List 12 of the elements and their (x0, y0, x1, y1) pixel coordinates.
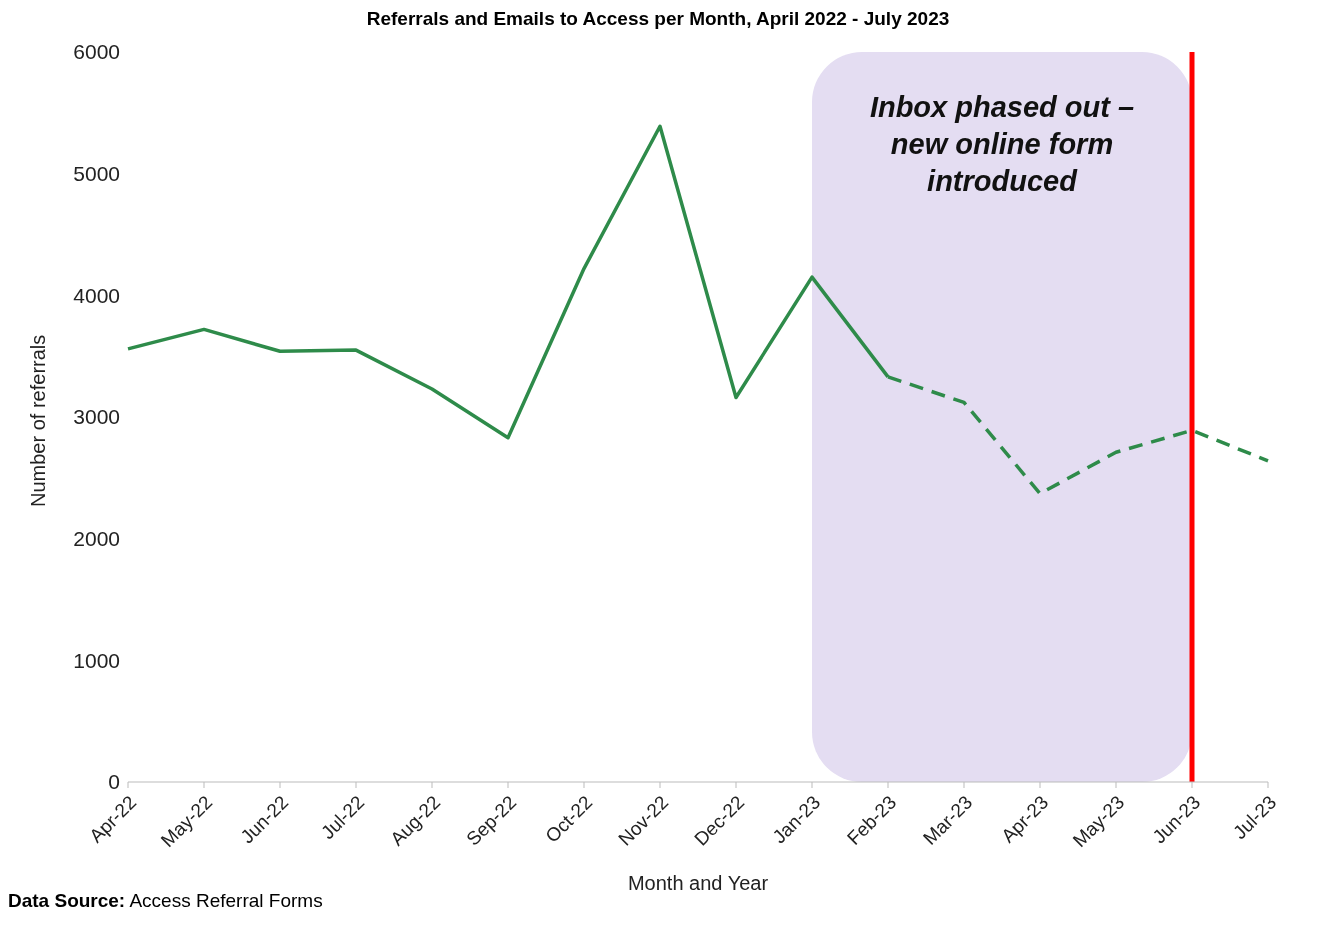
y-tick-label: 5000 (73, 162, 120, 186)
y-axis-title: Number of referrals (27, 334, 50, 507)
y-tick-label: 0 (108, 770, 120, 794)
y-tick-label: 3000 (73, 405, 120, 429)
band-label: Inbox phased out – new online form introduced (869, 91, 1135, 197)
y-tick-label: 2000 (73, 527, 120, 551)
source-note: Data Source: Access Referral Forms (8, 890, 323, 912)
y-tick-label: 1000 (73, 648, 120, 672)
x-axis-title: Month and Year (627, 872, 769, 894)
y-tick-label: 6000 (73, 40, 120, 64)
y-tick-label: 4000 (73, 283, 120, 307)
chart-title: Referrals and Emails to Access per Month, April 2022 - July 2023 (365, 8, 951, 31)
